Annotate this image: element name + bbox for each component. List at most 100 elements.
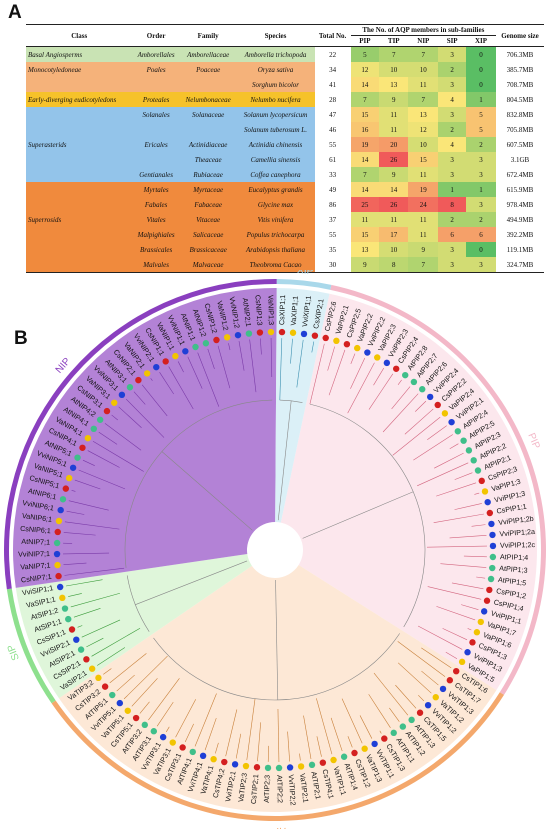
tree-branch [461,604,479,610]
leaf-marker [484,498,491,506]
cell-tip: 11 [379,107,409,122]
leaf-label: AtPIP1;5 [497,575,526,588]
tree-branch [427,425,447,440]
tree-branch [74,479,101,490]
cell-total: 49 [329,185,337,194]
cell-genome: 385.7MB [506,65,534,74]
leaf-marker [162,358,169,365]
cell-ord: Amborellales [132,46,180,62]
cell-nip: 10 [408,137,439,152]
tree-branch [133,391,146,405]
clade-arc-sip [6,588,56,704]
cell-ord: Malvales [132,257,180,273]
cell-pip: 14 [350,152,380,167]
leaf-marker [410,378,418,386]
leaf-marker [448,418,455,426]
table-row: Fabales Fabaceae Glycine max 86 25 26 24 8 3 978.… [26,197,544,212]
leaf-marker [340,753,348,760]
cell-nip: 7 [408,92,439,107]
tree-branch [347,362,375,414]
leaf-label: AtPIP1;3 [499,564,528,575]
leaf-marker [79,444,86,451]
tree-branch [63,552,110,555]
col-header-nip: NIP [408,35,439,47]
cell-fam: Fabaceae [179,197,237,212]
cell-sp: Solanum lycopersicum [236,107,315,122]
cell-fam: Myrtaceae [179,182,237,197]
leaf-marker [453,667,460,675]
cell-fam: Brassicaceae [179,242,237,257]
table-row: Malvales Malvaceae Theobroma Cacao 30 9 8 7 3 3 3… [26,257,544,273]
leaf-marker [124,707,131,714]
aqp-species-table: Class Order Family Species Total No. The… [26,24,544,273]
clade-background-pip [280,293,538,691]
leaf-marker [54,561,61,569]
cell-cls [26,77,133,92]
cell-tip: 26 [379,197,409,212]
tree-branch [98,431,118,445]
cell-cls: Superasterids [26,137,133,152]
cell-tip: 20 [379,137,409,152]
cell-tip: 10 [379,62,409,77]
cell-genome: 324.7MB [496,257,544,273]
tree-branch [97,647,126,666]
cell-cls: Superrosids [26,212,133,227]
cell-cls [26,182,133,197]
cell-total: 41 [329,80,337,89]
tree-branch [66,510,85,515]
cell-genome: 804.5MB [506,95,534,104]
tree-branch [397,379,402,385]
leaf-marker [489,553,497,561]
leaf-marker [289,329,297,336]
cell-fam: Poaceae [179,62,237,77]
cell-pip: 14 [350,77,380,92]
leaf-marker [361,745,368,752]
cell-total: 34 [329,65,337,74]
clade-label-sip: SIP [6,642,22,661]
tree-branch [359,715,373,739]
cell-sip: 1 [438,182,467,197]
tree-branch [290,338,293,364]
cell-xip: 3 [466,167,496,182]
cell-sip: 3 [438,257,467,273]
cell-genome: 3.1GB [510,155,530,164]
cell-tip: 8 [379,257,409,273]
tree-branch [421,647,452,669]
leaf-marker [202,340,210,347]
tree-branch [373,672,409,716]
cell-sp: Camellia sinensis [236,152,315,167]
cell-ord: Malpighiales [132,227,180,242]
cell-xip: 3 [466,257,496,273]
tree-branch [103,668,112,675]
leaf-label: CsNIP6;1 [20,524,51,536]
leaf-marker [192,343,199,351]
tree-branch [379,730,382,734]
tree-branch [421,670,439,686]
tree-branch [63,532,96,536]
leaf-marker [487,575,495,583]
leaf-marker [65,474,73,482]
tree-branch [104,423,142,451]
cell-ord: Vitales [132,212,180,227]
leaf-marker [256,329,264,336]
cell-pip: 25 [350,197,380,212]
tree-branch [92,440,144,472]
clade-background-sip [15,554,252,699]
tree-branch [141,384,168,417]
tree-branch [217,345,231,389]
cell-nip: 13 [408,107,439,122]
leaf-marker [478,477,485,485]
cell-tip: 9 [379,167,409,182]
cell-sip: 4 [438,137,467,152]
leaf-label: CsXIP1;1 [277,295,287,326]
cell-total: 30 [314,257,351,273]
cell-pip: 15 [350,227,380,242]
cell-total: 86 [329,200,337,209]
leaf-marker [408,716,415,724]
leaf-marker [118,391,126,399]
cell-cls: Basal Angiosperms [26,46,133,62]
table-row: Sorghum bicolor 41 14 13 11 3 0 708.7MB [26,77,544,92]
tree-branch [436,482,477,497]
cell-fam [179,122,237,137]
tree-branch [471,524,486,527]
